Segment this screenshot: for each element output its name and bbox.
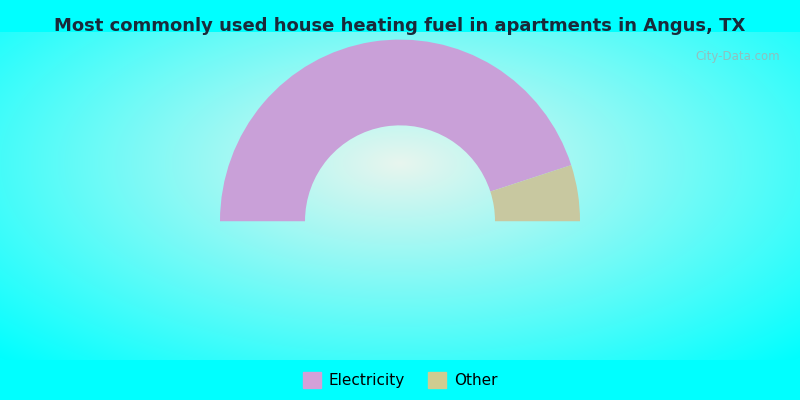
Wedge shape <box>220 40 571 221</box>
Text: Most commonly used house heating fuel in apartments in Angus, TX: Most commonly used house heating fuel in… <box>54 17 746 35</box>
Wedge shape <box>490 165 580 221</box>
Text: City-Data.com: City-Data.com <box>695 50 780 63</box>
Legend: Electricity, Other: Electricity, Other <box>297 366 503 394</box>
